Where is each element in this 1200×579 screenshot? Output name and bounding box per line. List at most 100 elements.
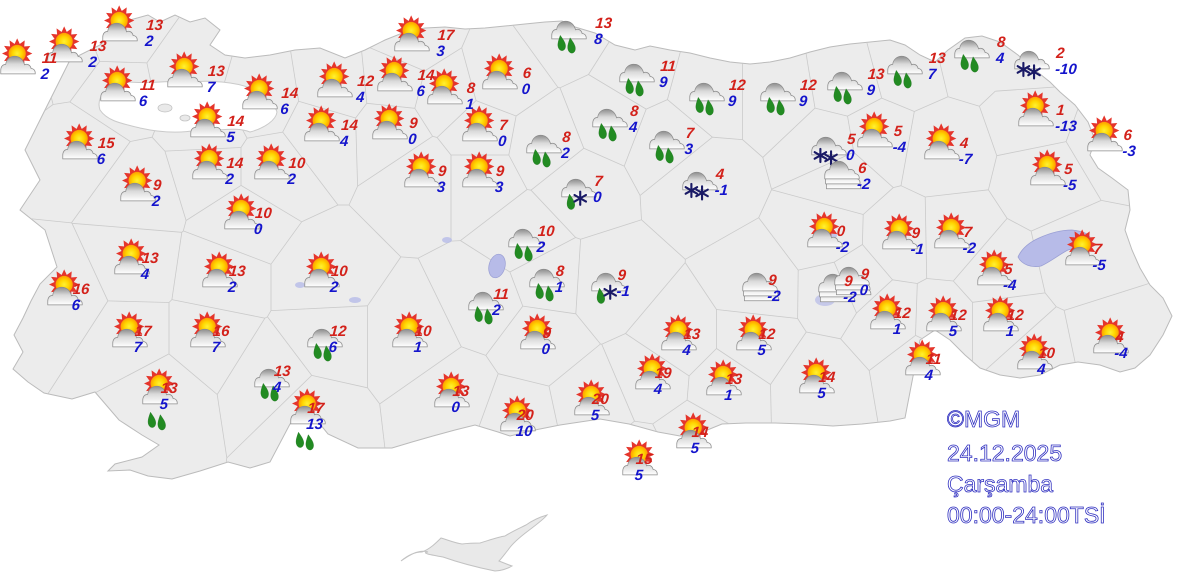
- svg-text:2: 2: [224, 171, 235, 188]
- svg-text:4: 4: [1114, 329, 1125, 346]
- svg-text:4: 4: [994, 50, 1005, 67]
- svg-text:20: 20: [590, 391, 610, 408]
- svg-text:-2: -2: [857, 176, 872, 193]
- svg-text:13: 13: [228, 263, 247, 280]
- svg-text:4: 4: [627, 119, 638, 136]
- svg-text:©MGM: ©MGM: [947, 406, 1020, 432]
- svg-text:1: 1: [1056, 102, 1066, 119]
- svg-text:1: 1: [1005, 323, 1015, 340]
- svg-text:17: 17: [437, 27, 456, 44]
- svg-text:10: 10: [288, 155, 307, 172]
- svg-text:-1: -1: [910, 241, 925, 258]
- svg-text:-3: -3: [1122, 143, 1137, 160]
- svg-text:4: 4: [714, 166, 725, 183]
- svg-text:13: 13: [146, 17, 165, 34]
- svg-text:2: 2: [286, 171, 297, 188]
- svg-text:4: 4: [271, 379, 282, 396]
- svg-text:2: 2: [150, 193, 161, 210]
- svg-text:14: 14: [226, 155, 245, 172]
- svg-text:14: 14: [417, 67, 436, 84]
- svg-text:10: 10: [515, 423, 534, 440]
- svg-text:4: 4: [139, 266, 150, 283]
- svg-text:13: 13: [306, 416, 325, 433]
- svg-text:-5: -5: [1062, 177, 1077, 194]
- svg-text:13: 13: [867, 66, 886, 83]
- svg-text:12: 12: [357, 73, 376, 90]
- svg-text:4: 4: [652, 381, 663, 398]
- svg-text:4: 4: [355, 89, 366, 106]
- svg-text:-1: -1: [714, 182, 729, 199]
- svg-text:15: 15: [635, 451, 654, 468]
- svg-text:14: 14: [818, 369, 837, 386]
- svg-text:10: 10: [254, 205, 273, 222]
- svg-text:14: 14: [691, 424, 710, 441]
- svg-text:-4: -4: [892, 139, 907, 156]
- svg-text:12: 12: [329, 323, 348, 340]
- svg-text:00:00-24:00TSİ: 00:00-24:00TSİ: [947, 502, 1106, 528]
- svg-text:13: 13: [141, 250, 160, 267]
- svg-text:13: 13: [683, 326, 702, 343]
- svg-text:13: 13: [595, 15, 614, 32]
- svg-text:1: 1: [413, 339, 423, 356]
- svg-text:2: 2: [87, 54, 98, 71]
- svg-text:12: 12: [893, 305, 912, 322]
- svg-text:2: 2: [226, 279, 237, 296]
- svg-text:12: 12: [1006, 307, 1025, 324]
- svg-text:1: 1: [724, 387, 734, 404]
- svg-text:14: 14: [281, 85, 300, 102]
- svg-text:-4: -4: [1002, 277, 1017, 294]
- svg-text:1: 1: [554, 279, 564, 296]
- svg-text:12: 12: [949, 307, 968, 324]
- svg-text:-5: -5: [1092, 257, 1107, 274]
- svg-text:10: 10: [1038, 345, 1057, 362]
- svg-text:4: 4: [1036, 361, 1047, 378]
- svg-text:2: 2: [535, 239, 546, 256]
- svg-text:-2: -2: [767, 288, 782, 305]
- svg-text:13: 13: [928, 50, 947, 67]
- svg-text:10: 10: [330, 263, 349, 280]
- svg-text:4: 4: [681, 342, 692, 359]
- svg-text:16: 16: [212, 323, 231, 340]
- svg-text:24.12.2025: 24.12.2025: [947, 440, 1062, 466]
- svg-text:20: 20: [515, 407, 535, 424]
- svg-text:13: 13: [452, 383, 471, 400]
- svg-text:13: 13: [89, 38, 108, 55]
- svg-text:12: 12: [758, 326, 777, 343]
- svg-text:-1: -1: [616, 283, 631, 300]
- svg-text:17: 17: [134, 323, 153, 340]
- svg-text:11: 11: [660, 58, 677, 75]
- svg-text:19: 19: [654, 365, 673, 382]
- svg-text:2: 2: [560, 145, 571, 162]
- svg-text:13: 13: [273, 363, 292, 380]
- svg-text:2: 2: [491, 302, 502, 319]
- svg-text:-4: -4: [1114, 345, 1129, 362]
- svg-text:-2: -2: [962, 240, 977, 257]
- svg-text:10: 10: [414, 323, 433, 340]
- svg-text:14: 14: [227, 113, 246, 130]
- svg-text:13: 13: [207, 63, 226, 80]
- svg-text:2: 2: [39, 66, 50, 83]
- svg-text:11: 11: [139, 77, 156, 94]
- svg-text:11: 11: [493, 286, 510, 303]
- svg-text:1: 1: [465, 96, 475, 113]
- svg-text:12: 12: [728, 77, 747, 94]
- svg-text:12: 12: [799, 77, 818, 94]
- svg-text:10: 10: [537, 223, 556, 240]
- svg-text:-13: -13: [1055, 118, 1078, 135]
- svg-text:-10: -10: [1055, 61, 1078, 78]
- svg-text:4: 4: [339, 133, 350, 150]
- svg-text:14: 14: [341, 117, 360, 134]
- svg-text:4: 4: [958, 135, 969, 152]
- svg-text:-2: -2: [843, 289, 858, 306]
- svg-text:13: 13: [160, 380, 179, 397]
- svg-text:-2: -2: [835, 239, 850, 256]
- svg-text:2: 2: [328, 279, 339, 296]
- svg-text:2: 2: [1055, 45, 1066, 62]
- svg-text:13: 13: [725, 371, 744, 388]
- svg-text:11: 11: [41, 50, 58, 67]
- svg-text:11: 11: [925, 351, 942, 368]
- svg-text:Çarşamba: Çarşamba: [947, 471, 1053, 497]
- svg-text:1: 1: [892, 321, 902, 338]
- svg-text:16: 16: [72, 281, 91, 298]
- svg-text:-7: -7: [958, 151, 973, 168]
